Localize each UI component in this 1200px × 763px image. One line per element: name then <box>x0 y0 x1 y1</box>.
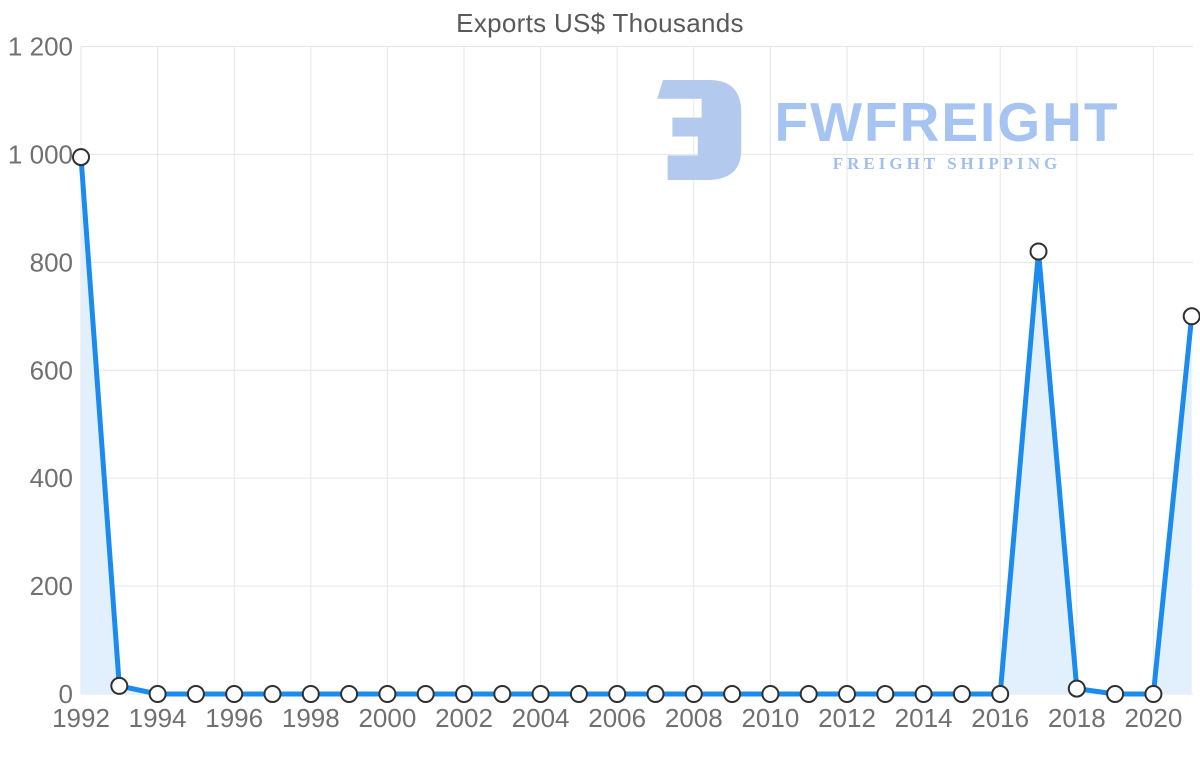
data-point-2019[interactable] <box>1106 685 1125 703</box>
x-axis-label: 1994 <box>129 703 187 733</box>
data-point-1993[interactable] <box>110 676 129 695</box>
data-point-1994[interactable] <box>148 685 167 703</box>
y-axis-label: 1 200 <box>8 32 73 62</box>
data-point-2011[interactable] <box>799 685 818 703</box>
x-axis-label: 2014 <box>895 703 953 733</box>
chart-title: Exports US$ Thousands <box>456 8 744 38</box>
data-point-1998[interactable] <box>301 685 320 703</box>
data-point-2006[interactable] <box>608 685 627 703</box>
y-axis-label: 200 <box>30 571 73 601</box>
y-axis-label: 0 <box>59 679 73 709</box>
data-point-2017[interactable] <box>1029 242 1048 261</box>
x-axis-label: 2012 <box>818 703 876 733</box>
data-point-2012[interactable] <box>838 685 856 703</box>
data-point-2015[interactable] <box>952 685 971 703</box>
y-axis-label: 800 <box>30 247 73 277</box>
x-axis-label: 2020 <box>1124 703 1182 733</box>
data-point-2003[interactable] <box>493 685 512 703</box>
data-point-2018[interactable] <box>1067 679 1086 698</box>
x-axis-label: 1996 <box>205 703 263 733</box>
data-point-1995[interactable] <box>186 685 205 703</box>
x-axis-label: 2002 <box>435 703 493 733</box>
data-point-1996[interactable] <box>225 685 244 703</box>
data-point-2005[interactable] <box>569 685 588 703</box>
data-point-2001[interactable] <box>416 685 435 703</box>
y-axis-label: 400 <box>30 463 73 493</box>
x-axis-label: 1998 <box>282 703 340 733</box>
y-axis-label: 1 000 <box>8 139 73 169</box>
data-point-2010[interactable] <box>761 685 780 703</box>
data-point-1999[interactable] <box>340 685 359 703</box>
data-point-2008[interactable] <box>684 685 703 703</box>
data-point-2009[interactable] <box>723 685 742 703</box>
x-axis-label: 2018 <box>1048 703 1106 733</box>
data-point-2020[interactable] <box>1144 685 1163 703</box>
data-point-2014[interactable] <box>914 685 933 703</box>
data-point-2000[interactable] <box>378 685 397 703</box>
x-axis-label: 2010 <box>741 703 799 733</box>
x-axis-label: 2000 <box>358 703 416 733</box>
data-point-2021[interactable] <box>1182 307 1200 326</box>
y-axis-label: 600 <box>30 355 73 385</box>
x-axis-label: 2008 <box>665 703 723 733</box>
data-point-2004[interactable] <box>531 685 550 703</box>
x-axis-label: 2004 <box>512 703 570 733</box>
x-axis-label: 2006 <box>588 703 646 733</box>
data-point-2016[interactable] <box>991 685 1010 703</box>
data-point-1997[interactable] <box>263 685 282 703</box>
data-point-2002[interactable] <box>455 685 473 703</box>
x-axis-label: 2016 <box>971 703 1029 733</box>
x-axis-label: 1992 <box>52 703 110 733</box>
data-point-2007[interactable] <box>646 685 665 703</box>
data-point-2013[interactable] <box>876 685 895 703</box>
data-point-1992[interactable] <box>72 148 90 167</box>
